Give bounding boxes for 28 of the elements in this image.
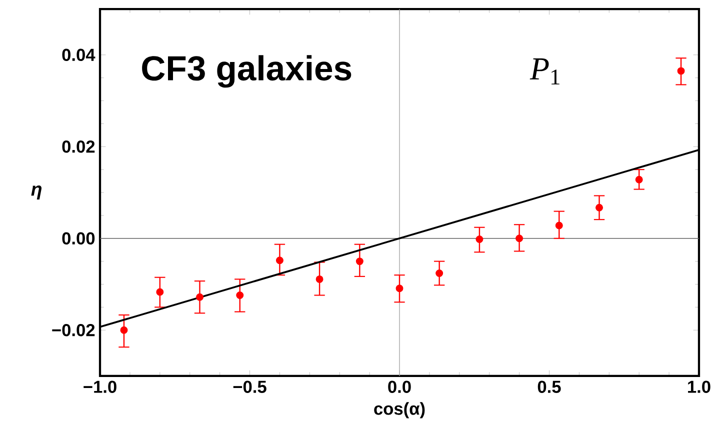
y-tick-label: 0.02	[62, 140, 95, 153]
annotation: P$_{1}$	[530, 58, 560, 84]
point	[276, 256, 284, 264]
y-tick-label: −0.02	[52, 324, 95, 336]
annotation: CF3 galaxies	[142, 55, 352, 88]
point	[476, 236, 484, 244]
point	[120, 326, 128, 334]
point	[596, 204, 603, 212]
x-tick-label: 0.5	[538, 380, 561, 393]
point	[555, 222, 563, 230]
point	[196, 293, 204, 301]
point	[677, 67, 685, 75]
y-tick-label: 0.00	[62, 232, 95, 244]
point	[236, 292, 244, 299]
point	[436, 269, 444, 277]
x-tick-label: −0.5	[233, 380, 266, 393]
point	[156, 288, 164, 296]
x-tick-label: 1.0	[688, 380, 710, 393]
point	[516, 234, 524, 242]
x-axis-title: cos(α)	[374, 402, 425, 418]
y-axis-title: η	[31, 186, 42, 200]
point	[396, 284, 404, 292]
y-tick-label: 0.04	[62, 48, 96, 62]
point	[635, 176, 643, 184]
x-tick-label: −1.0	[84, 380, 116, 393]
point	[316, 275, 324, 283]
x-tick-label: 0.0	[388, 380, 411, 393]
point	[356, 258, 364, 266]
